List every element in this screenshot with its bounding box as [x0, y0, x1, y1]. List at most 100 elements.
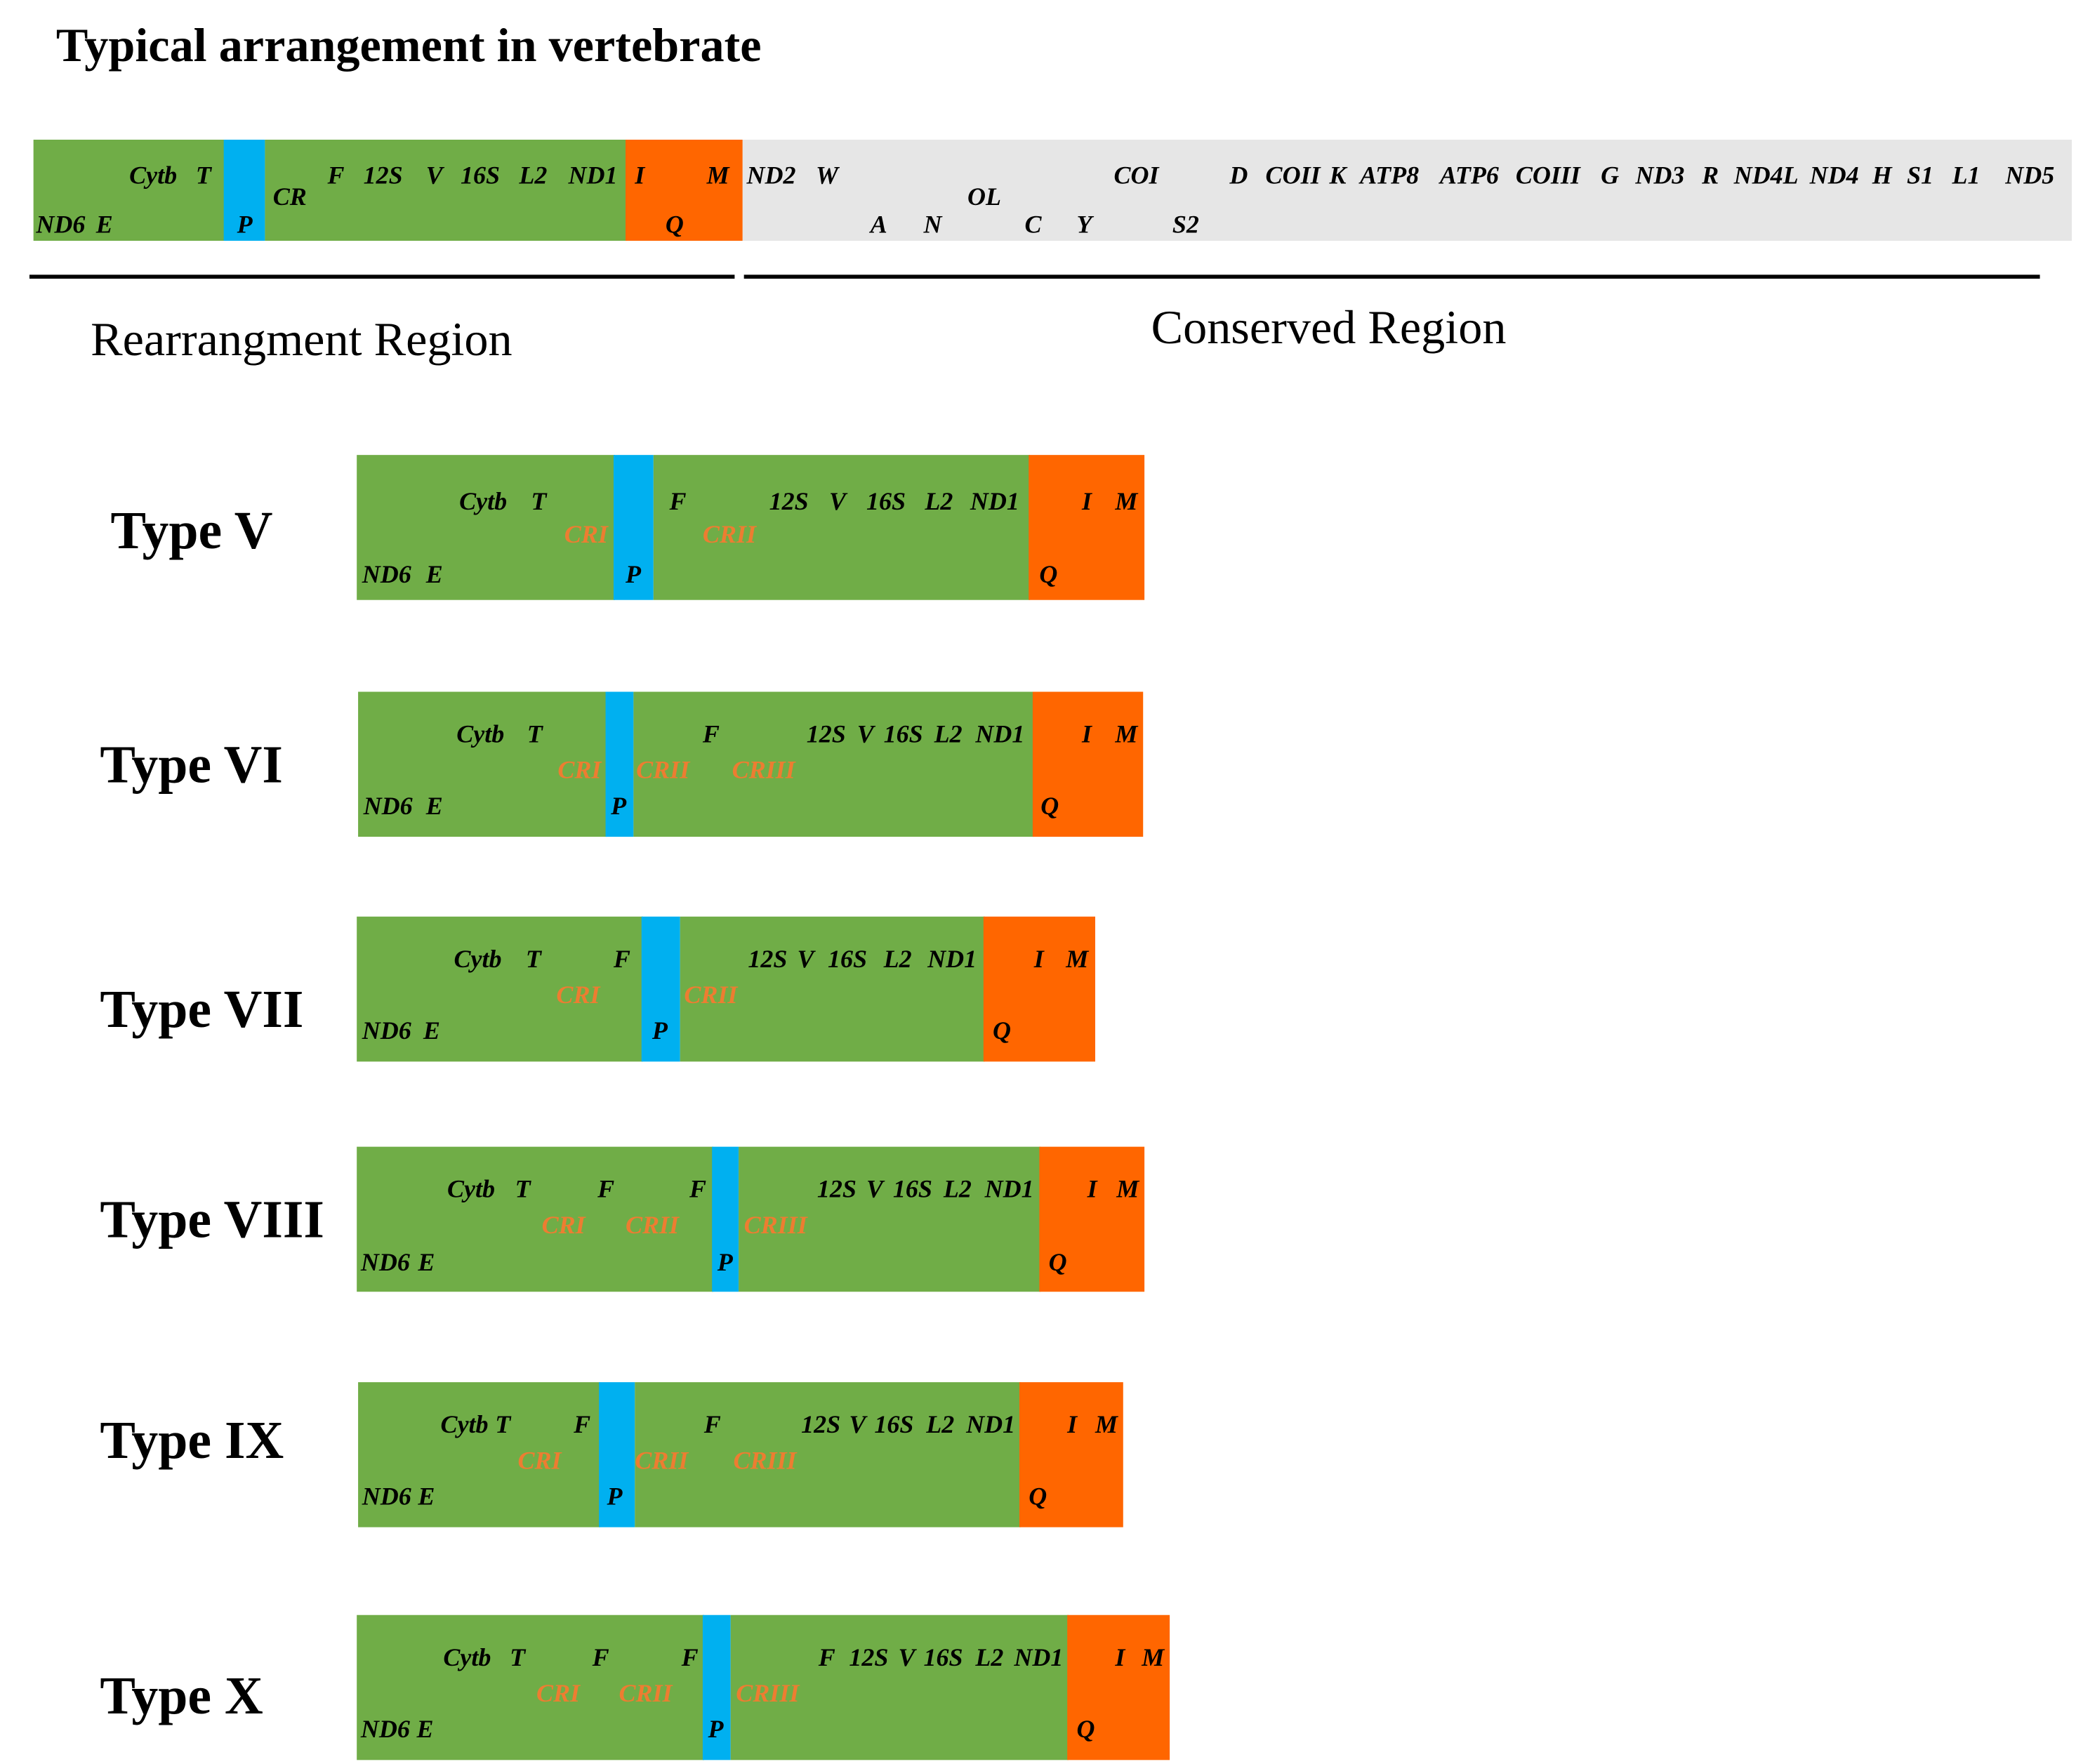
gene-label: M	[1116, 1175, 1140, 1203]
gene-label: L2	[974, 1643, 1003, 1671]
gene-label-cr: CRII	[619, 1679, 674, 1707]
typical-label: ND4L	[1733, 161, 1799, 190]
typical-label: S2	[1172, 211, 1199, 239]
typical-seg-green-right	[265, 139, 627, 241]
type-viii-seg-green-left	[357, 1146, 714, 1292]
gene-label: ND6	[362, 1482, 411, 1510]
type-vi-seg-green-right	[633, 691, 1034, 837]
type-label: Type VIII	[100, 1191, 324, 1249]
typical-label: L2	[518, 161, 547, 190]
typical-label: ND3	[1634, 161, 1684, 190]
type-vii-row: Type VII Cytb T F CRI CRII 12S V 16S L2 …	[100, 916, 1095, 1062]
type-v-seg-green-left	[357, 455, 615, 600]
gene-label: T	[531, 487, 548, 515]
gene-label: P	[606, 1482, 623, 1510]
gene-label: Cytb	[441, 1410, 489, 1438]
gene-label: Cytb	[443, 1643, 491, 1671]
gene-label: ND1	[970, 487, 1019, 515]
gene-label: T	[526, 945, 543, 973]
gene-label: F	[597, 1175, 614, 1203]
gene-label: 16S	[924, 1643, 963, 1671]
typical-label: ATP8	[1358, 161, 1419, 190]
typical-label: H	[1872, 161, 1893, 190]
type-x-row: Type X Cytb T F F CRI CRII CRIII F 12S V…	[100, 1614, 1170, 1760]
gene-label: 12S	[807, 720, 846, 748]
type-label: Type X	[100, 1666, 263, 1725]
figure-title: Typical arrangement in vertebrate	[56, 18, 762, 72]
gene-label-cr: CRIII	[736, 1679, 800, 1707]
type-vii-seg-blue-p	[641, 916, 680, 1062]
gene-label: 16S	[874, 1410, 913, 1438]
gene-label: Q	[1040, 792, 1059, 820]
typical-label: Cytb	[129, 161, 177, 190]
gene-label: Q	[993, 1016, 1011, 1045]
typical-arrangement-bar: Cytb T ND6 E P CR F 12S V 16S L2 ND1 I M…	[33, 139, 2072, 241]
type-vi-seg-orange	[1032, 691, 1144, 837]
gene-label: I	[1081, 720, 1093, 748]
typical-label: V	[426, 161, 445, 190]
typical-label: R	[1701, 161, 1719, 190]
type-vii-seg-green-right	[680, 916, 985, 1062]
type-viii-seg-orange	[1039, 1146, 1145, 1292]
gene-label: I	[1087, 1175, 1099, 1203]
gene-label: T	[495, 1410, 512, 1438]
gene-label: P	[610, 792, 627, 820]
gene-label-cr: CRI	[564, 520, 609, 548]
gene-label: F	[681, 1643, 699, 1671]
typical-label: F	[326, 161, 344, 190]
gene-label: V	[866, 1175, 885, 1203]
gene-label: V	[849, 1410, 868, 1438]
type-x-seg-green-left	[357, 1614, 704, 1760]
typical-label: 12S	[364, 161, 403, 190]
type-label: Type IX	[100, 1411, 284, 1470]
gene-label: V	[829, 487, 848, 515]
gene-label: L2	[924, 487, 953, 515]
type-v-seg-orange	[1029, 455, 1145, 600]
gene-label: F	[592, 1643, 609, 1671]
gene-label: T	[527, 720, 544, 748]
typical-label: ND2	[746, 161, 795, 190]
gene-label-cr: CRI	[536, 1679, 581, 1707]
type-label: Type VI	[100, 735, 282, 794]
gene-label-cr: CRII	[684, 981, 739, 1009]
gene-label: I	[1081, 487, 1093, 515]
typical-seg-green-left	[33, 139, 227, 241]
gene-label: E	[425, 792, 443, 820]
gene-label: ND1	[1013, 1643, 1063, 1671]
typical-label: N	[923, 211, 944, 239]
gene-label: E	[417, 1482, 435, 1510]
typical-label: T	[196, 161, 213, 190]
typical-label: M	[706, 161, 731, 190]
gene-label: P	[625, 560, 642, 588]
typical-label: W	[816, 161, 840, 190]
type-x-seg-orange	[1067, 1614, 1170, 1760]
gene-label: ND1	[974, 720, 1024, 748]
type-ix-row: Type IX Cytb T F CRI F CRII CRIII 12S V …	[100, 1382, 1123, 1527]
gene-label-cr: CRIII	[734, 1446, 798, 1474]
typical-label: E	[95, 211, 113, 239]
typical-label: P	[237, 211, 253, 239]
gene-label: V	[899, 1643, 918, 1671]
typical-label: S1	[1907, 161, 1933, 190]
type-ix-seg-blue-p	[599, 1382, 635, 1527]
type-vi-seg-green-left	[358, 691, 607, 837]
typical-label: 16S	[461, 161, 500, 190]
gene-label: V	[797, 945, 816, 973]
gene-label: T	[510, 1643, 527, 1671]
typical-label: COIII	[1516, 161, 1582, 190]
type-v-seg-green-right	[653, 455, 1031, 600]
gene-label: 16S	[893, 1175, 932, 1203]
typical-label: COI	[1114, 161, 1161, 190]
gene-label: F	[573, 1410, 590, 1438]
gene-label: I	[1066, 1410, 1078, 1438]
gene-label: ND1	[927, 945, 977, 973]
typical-label: ND5	[2004, 161, 2054, 190]
gene-label: ND6	[362, 560, 411, 588]
gene-label-cr: CRI	[556, 981, 601, 1009]
gene-label: ND6	[360, 1715, 410, 1743]
gene-label: 16S	[866, 487, 906, 515]
gene-label: I	[1033, 945, 1045, 973]
gene-label: M	[1141, 1643, 1165, 1671]
typical-seg-gray-conserved	[742, 139, 2072, 241]
